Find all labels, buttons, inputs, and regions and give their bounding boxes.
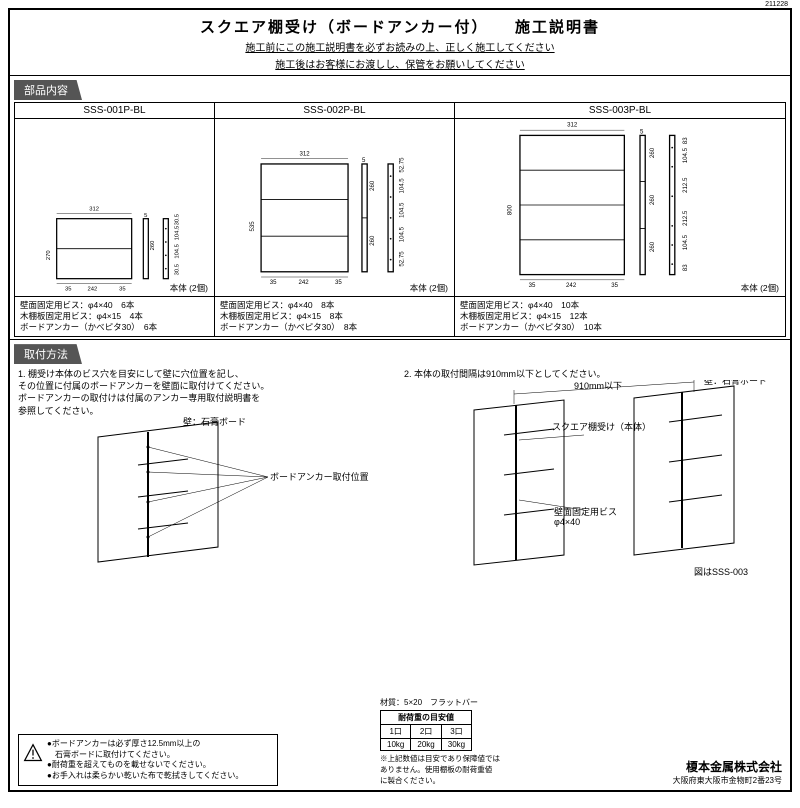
load-table: 耐荷重の目安値 1口 2口 3口 10kg 20kg 30kg [380,710,472,751]
drawing-1: 312 270 35 242 35 260 5 [15,119,214,297]
svg-text:30.5: 30.5 [174,214,180,225]
unit-label-2: 本体 (2個) [410,282,448,294]
doc-code: 211228 [765,1,788,8]
unit-label-1: 本体 (2個) [170,282,208,294]
warning-icon [23,743,43,763]
title-block: スクエア棚受け（ボードアンカー付） 施工説明書 施工前にこの施工説明書を必ずお読… [10,10,790,76]
model-2: SSS-002P-BL [215,103,454,119]
svg-text:35: 35 [65,286,71,292]
svg-text:242: 242 [87,286,97,292]
svg-text:212.5: 212.5 [682,177,689,193]
parts-col-3: SSS-003P-BL 312 800 35 242 35 260 [455,103,785,336]
company-name: 榎本金属株式会社 [602,758,782,775]
subtitle-2: 施工後はお客様にお渡しし、保管をお願いしてください [10,56,790,71]
svg-text:壁：石膏ボード: 壁：石膏ボード [183,417,246,427]
svg-text:スクエア棚受け（本体）: スクエア棚受け（本体） [552,421,651,432]
model-1: SSS-001P-BL [15,103,214,119]
svg-text:312: 312 [299,150,310,157]
specs-2: 壁面固定用ビス：φ4×40 8本 木棚板固定用ビス：φ4×15 8本 ボードアン… [215,297,454,336]
svg-text:52.75: 52.75 [398,251,405,267]
parts-grid: SSS-001P-BL 312 270 35 242 35 260 [14,102,786,337]
svg-text:270: 270 [46,250,52,260]
svg-text:104.5: 104.5 [682,147,689,163]
step2-text: 2. 本体の取付間隔は910mm以下としてください。 [404,368,782,380]
svg-text:φ4×40: φ4×40 [554,517,580,527]
svg-text:104.5: 104.5 [398,226,405,242]
iso-diagram-1: 壁：石膏ボード ボードアンカー取付位置 [18,417,396,577]
step1-text: 1. 棚受け本体のビス穴を目安にして壁に穴位置を記し、 その位置に付属のボードア… [18,368,396,417]
company-block: 榎本金属株式会社 大阪府東大阪市金物町2番23号 [602,758,782,786]
svg-text:212.5: 212.5 [682,210,689,226]
load-note: ※上記数値は目安であり保障値では ありません。使用棚板の耐荷重値 に製合ください… [380,753,500,786]
subtitle-1: 施工前にこの施工説明書を必ずお読みの上、正しく施工してください [10,39,790,54]
svg-text:30.5: 30.5 [174,264,180,275]
specs-1: 壁面固定用ビス：φ4×40 6本 木棚板固定用ビス：φ4×15 4本 ボードアン… [15,297,214,336]
doc-title: スクエア棚受け（ボードアンカー付） 施工説明書 [10,16,790,37]
svg-text:104.5: 104.5 [174,244,180,259]
svg-text:800: 800 [506,204,513,215]
company-addr: 大阪府東大阪市金物町2番23号 [602,775,782,786]
svg-text:83: 83 [682,137,689,144]
svg-text:312: 312 [89,206,99,212]
specs-3: 壁面固定用ビス：φ4×40 10本 木棚板固定用ビス：φ4×15 12本 ボード… [455,297,785,336]
svg-text:242: 242 [298,279,309,286]
svg-text:260: 260 [649,194,656,205]
drawing-3: 312 800 35 242 35 260 260 260 5 [455,119,785,297]
drawing-2: 312 535 35 242 35 260 260 5 [215,119,454,297]
svg-text:260: 260 [369,180,376,191]
svg-text:35: 35 [611,282,618,289]
svg-text:35: 35 [335,279,342,286]
parts-col-2: SSS-002P-BL 312 535 35 242 35 260 260 [215,103,455,336]
load-area: 材質：5×20 フラットバー 耐荷重の目安値 1口 2口 3口 10kg 20k… [380,697,500,786]
svg-text:5: 5 [640,129,644,136]
material: 材質：5×20 フラットバー [380,697,500,708]
section-install-tab: 取付方法 [14,344,82,364]
unit-label-3: 本体 (2個) [741,282,779,294]
model-3: SSS-003P-BL [455,103,785,119]
svg-text:ボードアンカー取付位置: ボードアンカー取付位置 [270,471,369,482]
svg-text:260: 260 [649,241,656,252]
svg-text:図はSSS-003: 図はSSS-003 [694,567,748,577]
svg-text:312: 312 [567,122,578,129]
svg-text:242: 242 [566,282,577,289]
svg-text:910mm以下: 910mm以下 [574,381,622,391]
svg-text:35: 35 [119,286,125,292]
svg-text:260: 260 [649,147,656,158]
svg-text:104.5: 104.5 [174,226,180,241]
svg-text:52.75: 52.75 [398,157,405,173]
svg-text:535: 535 [249,221,256,232]
svg-text:260: 260 [369,235,376,246]
svg-text:104.5: 104.5 [682,234,689,250]
svg-text:壁面固定用ビス: 壁面固定用ビス [554,506,617,517]
svg-text:35: 35 [529,282,536,289]
svg-text:104.5: 104.5 [398,178,405,194]
iso-diagram-2: 910mm以下 壁：石膏ボー [404,380,782,580]
svg-text:104.5: 104.5 [398,202,405,218]
warning-box: ●ボードアンカーは必ず厚さ12.5mm以上の 石膏ボードに取付けてください。 ●… [18,734,278,786]
svg-text:5: 5 [361,157,365,164]
svg-text:260: 260 [150,240,156,250]
instructions: 1. 棚受け本体のビス穴を目安にして壁に穴位置を記し、 その位置に付属のボードア… [10,364,790,584]
svg-text:83: 83 [682,264,689,271]
parts-col-1: SSS-001P-BL 312 270 35 242 35 260 [15,103,215,336]
svg-text:35: 35 [269,279,276,286]
section-parts-tab: 部品内容 [14,80,82,100]
svg-text:5: 5 [144,213,147,219]
footer: ●ボードアンカーは必ず厚さ12.5mm以上の 石膏ボードに取付けてください。 ●… [18,697,782,786]
svg-text:壁：石膏ボード: 壁：石膏ボード [704,380,767,386]
